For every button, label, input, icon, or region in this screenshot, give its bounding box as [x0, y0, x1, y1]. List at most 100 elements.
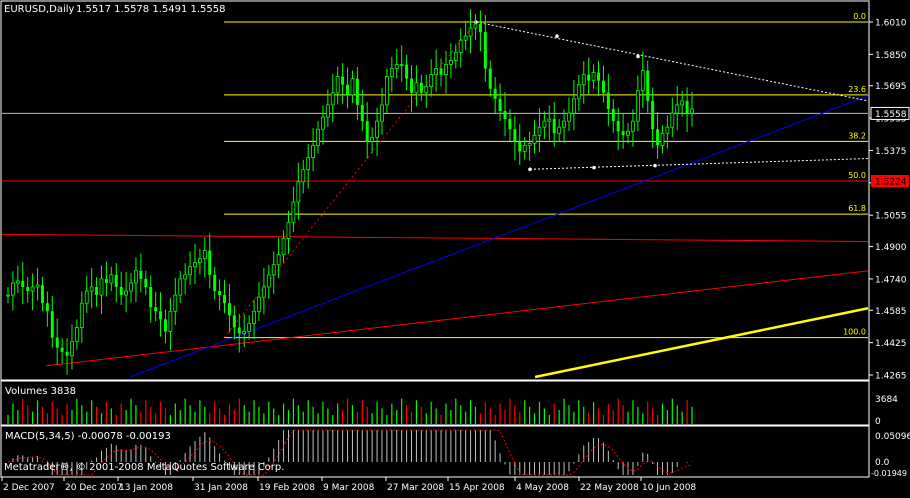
candle-body-down	[439, 68, 443, 75]
candle-body-up	[252, 310, 256, 324]
candle-body-up	[15, 280, 20, 284]
candle-body-down	[646, 70, 650, 101]
candle-body-up	[321, 116, 325, 130]
candle-body-down	[45, 303, 49, 312]
candle-body-down	[597, 72, 601, 81]
red-level-label: 1.5224	[875, 178, 907, 188]
y-tick-label: 1.4265	[875, 372, 907, 382]
candle-body-down	[513, 129, 517, 142]
candle-body-up	[286, 221, 291, 239]
candle-body-down	[208, 250, 212, 275]
y-tick-label: 1.4425	[875, 339, 907, 349]
macd-signal-line	[7, 429, 693, 476]
macd-axis-max: 0.05096	[875, 432, 910, 442]
candle-body-down	[685, 100, 689, 114]
candle-body-up	[448, 60, 453, 65]
x-tick-label: 15 Apr 2008	[449, 483, 505, 493]
candle-body-down	[656, 129, 660, 146]
candle-body-up	[296, 181, 301, 203]
trend-anchor-0[interactable]	[474, 20, 478, 24]
candle-body-up	[271, 264, 276, 276]
volume-axis-max: 3684	[875, 395, 898, 405]
candle-body-up	[591, 72, 596, 82]
candle-body-down	[104, 278, 108, 283]
trend-anchor-4[interactable]	[592, 165, 596, 170]
candle-body-up	[247, 323, 252, 332]
yellow-trend-line[interactable]	[534, 307, 869, 379]
red-rising-trend[interactable]	[45, 270, 869, 367]
candle-body-up	[547, 118, 552, 122]
candle-body-down	[493, 88, 497, 99]
candle-body-up	[330, 92, 335, 106]
macd-histogram	[7, 429, 693, 476]
candle-body-down	[651, 100, 655, 130]
price-series	[6, 9, 694, 375]
y-tick-label: 1.4900	[875, 243, 907, 253]
trend-anchor-5[interactable]	[653, 163, 657, 168]
candle-body-down	[346, 84, 350, 95]
fibo-label-4: 61.8	[848, 204, 866, 213]
candle-body-up	[385, 76, 389, 106]
y-tick-label: 1.5850	[875, 51, 907, 61]
candle-body-down	[587, 74, 591, 81]
symbol-label: EURUSD,Daily	[4, 4, 75, 15]
red-horizontal-trend[interactable]	[1, 233, 869, 242]
candle-body-down	[223, 295, 227, 304]
candle-body-down	[95, 287, 99, 296]
candle-body-up	[675, 104, 680, 114]
candle-body-up	[193, 262, 197, 268]
candle-body-up	[631, 120, 635, 132]
candle-body-up	[576, 84, 581, 100]
candle-body-up	[306, 157, 311, 171]
blue-channel-line[interactable]	[129, 95, 869, 378]
trend-anchor-2[interactable]	[636, 54, 640, 59]
candle-body-up	[261, 286, 266, 298]
main-panel-frame	[0, 0, 870, 381]
candle-body-up	[414, 82, 419, 94]
candle-body-down	[552, 119, 556, 134]
trend-anchor-3[interactable]	[528, 167, 532, 172]
candle-body-down	[149, 287, 153, 308]
candle-body-up	[626, 130, 630, 136]
candle-body-up	[434, 68, 439, 75]
price-axis: 1.60101.58501.56951.55351.53751.52151.50…	[869, 19, 910, 478]
y-tick-label: 1.5055	[875, 212, 907, 222]
candle-body-down	[365, 121, 369, 142]
candle-body-up	[109, 274, 114, 284]
candle-body-down	[341, 76, 345, 85]
candle-body-up	[522, 144, 527, 152]
candle-body-down	[488, 68, 492, 89]
candle-body-down	[478, 24, 482, 33]
candle-body-up	[266, 274, 271, 288]
candle-body-up	[473, 23, 478, 29]
white-lower-trend[interactable]	[529, 158, 869, 170]
candle-body-down	[410, 78, 414, 93]
x-tick-label: 4 May 2008	[516, 483, 569, 493]
candle-body-down	[483, 32, 487, 69]
candle-body-down	[419, 82, 423, 93]
candle-body-up	[291, 201, 296, 223]
candle-body-down	[154, 307, 158, 312]
white-upper-trend[interactable]	[475, 21, 869, 102]
candle-body-up	[375, 120, 379, 138]
trend-anchor-1[interactable]	[555, 34, 559, 38]
candle-body-up	[429, 74, 434, 88]
candle-body-up	[257, 296, 261, 312]
candle-body-down	[616, 121, 620, 132]
candle-body-up	[680, 100, 685, 106]
candle-body-down	[65, 351, 69, 356]
candle-body-up	[311, 144, 315, 158]
candle-body-up	[30, 286, 35, 292]
candle-body-up	[325, 104, 330, 118]
candle-body-down	[227, 303, 231, 316]
candle-body-up	[571, 98, 576, 114]
candle-body-up	[99, 278, 104, 296]
candle-body-up	[453, 51, 458, 61]
candle-body-down	[621, 131, 625, 136]
candle-body-up	[89, 286, 94, 292]
candle-body-down	[218, 291, 222, 296]
candle-body-up	[198, 258, 202, 264]
